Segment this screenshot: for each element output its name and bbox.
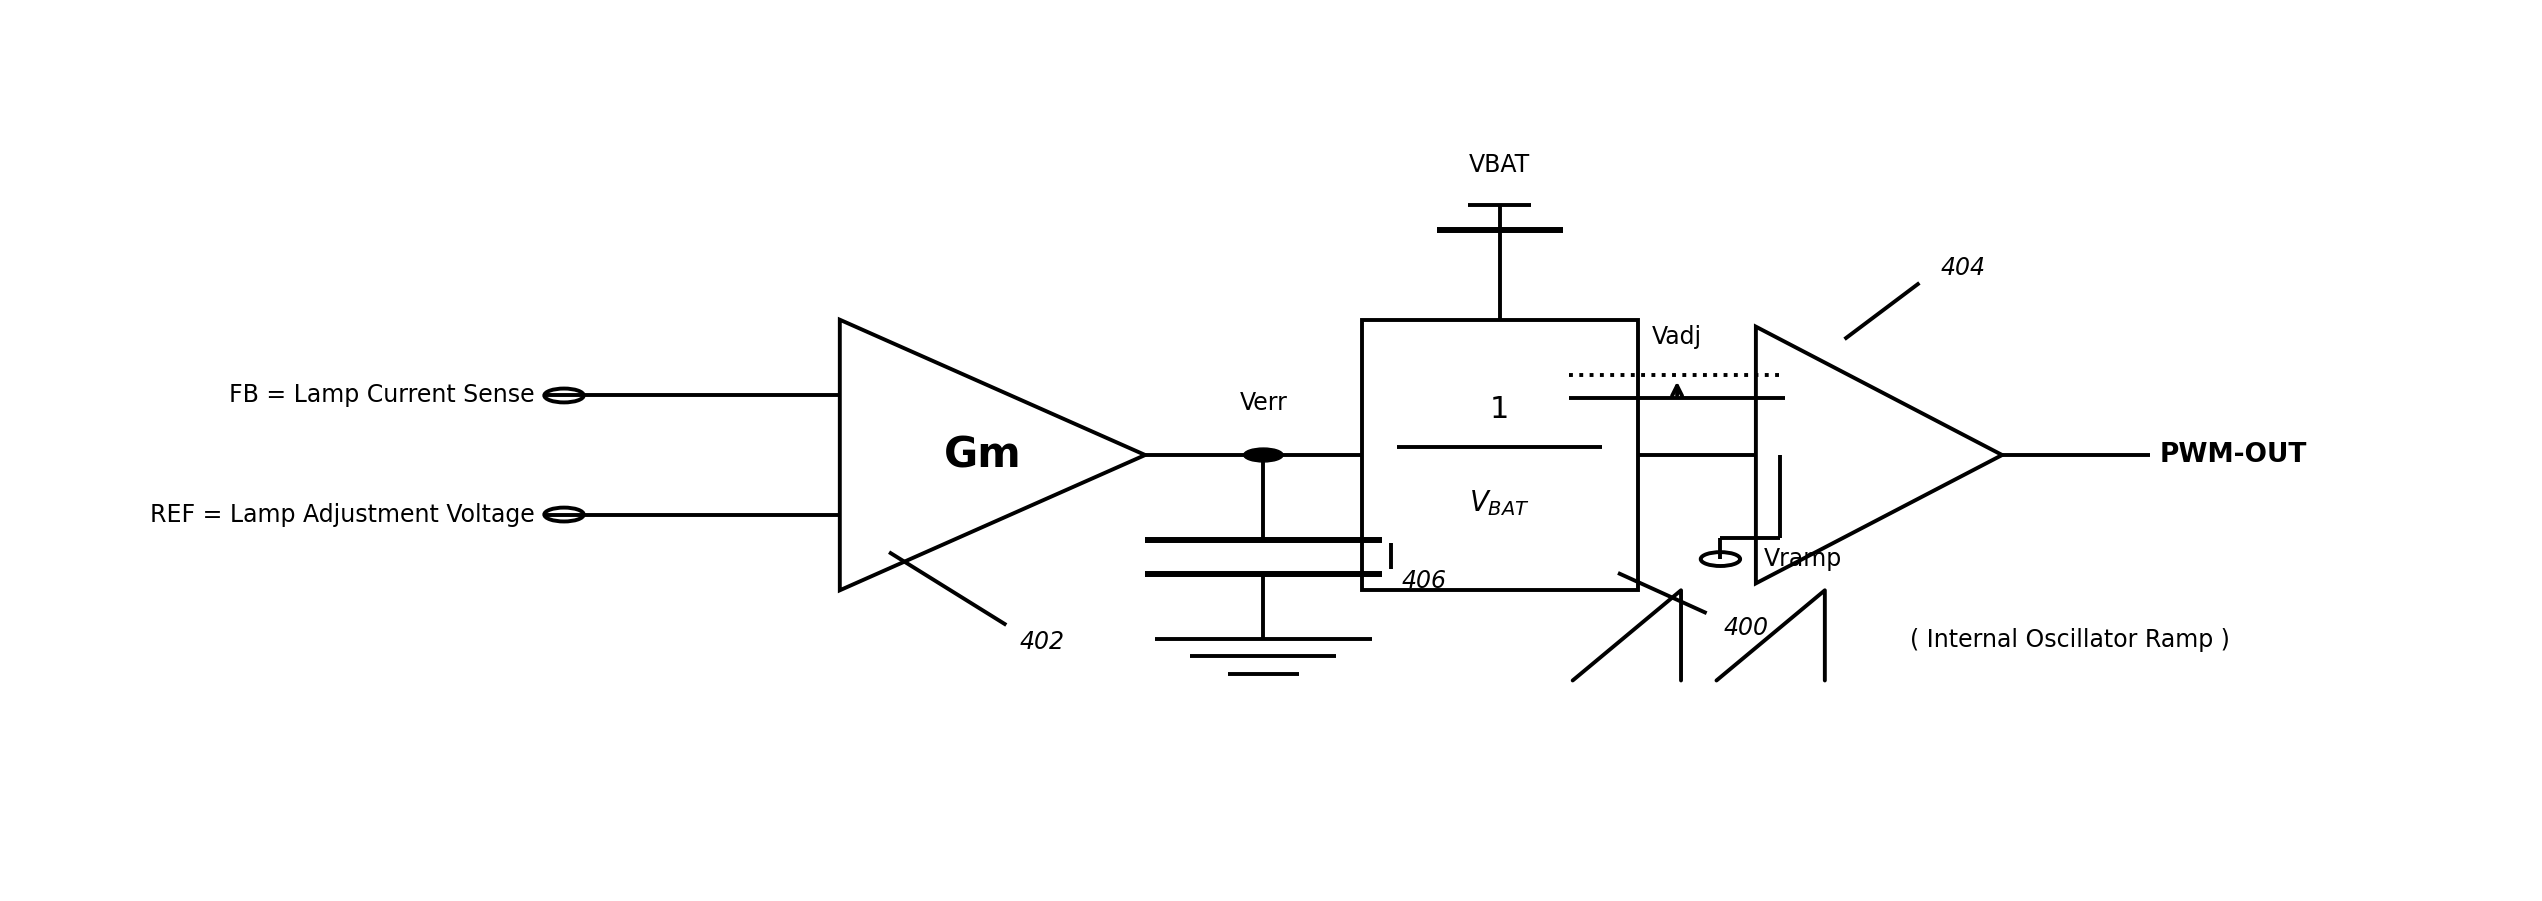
- Text: Gm: Gm: [943, 434, 1022, 476]
- Text: $V_{BAT}$: $V_{BAT}$: [1469, 488, 1530, 518]
- Text: FB = Lamp Current Sense: FB = Lamp Current Sense: [229, 384, 534, 407]
- Text: VBAT: VBAT: [1469, 153, 1530, 177]
- Text: PWM-OUT: PWM-OUT: [2161, 442, 2308, 468]
- Text: 402: 402: [1019, 631, 1065, 654]
- Text: ( Internal Oscillator Ramp ): ( Internal Oscillator Ramp ): [1909, 628, 2229, 652]
- Text: Vadj: Vadj: [1652, 325, 1703, 349]
- Text: Verr: Verr: [1240, 391, 1286, 414]
- Text: 400: 400: [1723, 616, 1769, 641]
- Circle shape: [1243, 448, 1284, 462]
- Text: Vramp: Vramp: [1764, 547, 1843, 571]
- Text: 1: 1: [1490, 396, 1510, 424]
- Text: REF = Lamp Adjustment Voltage: REF = Lamp Adjustment Voltage: [150, 503, 534, 526]
- Text: 406: 406: [1401, 569, 1446, 593]
- FancyBboxPatch shape: [1363, 320, 1637, 590]
- Text: 404: 404: [1940, 256, 1985, 279]
